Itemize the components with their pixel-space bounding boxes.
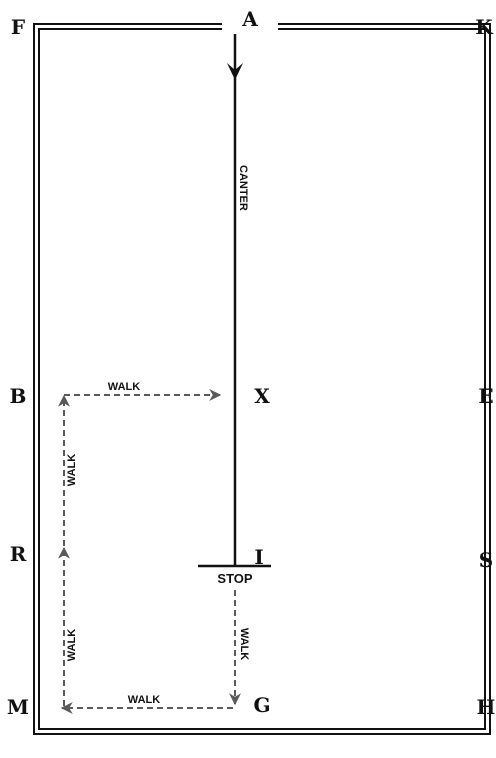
letter-m: M [7,695,29,719]
arena-border [33,23,491,735]
canter-arrow-head [227,63,243,80]
letter-k: K [475,15,493,39]
letter-r: R [10,542,27,566]
stop-label: STOP [217,571,252,586]
letter-a: A [241,7,258,31]
walk-label-b-to-r: WALK [66,454,78,486]
arena-border-inner-left [38,28,486,730]
walk-label-i-to-g: WALK [238,628,250,660]
letter-b: B [10,384,27,408]
walk-label-b-to-x: WALK [108,381,140,393]
walk-label-m-to-g: WALK [128,694,160,706]
letter-i: I [254,545,263,569]
letter-g: G [253,693,270,717]
arena-border-outer-left [33,23,491,735]
letter-f: F [11,15,25,39]
letter-s: S [479,548,493,572]
letter-h: H [477,695,496,719]
walk-label-r-to-m: WALK [66,629,78,661]
letter-e: E [478,384,493,408]
letter-x: X [254,384,270,408]
canter-label: CANTER [237,165,249,211]
